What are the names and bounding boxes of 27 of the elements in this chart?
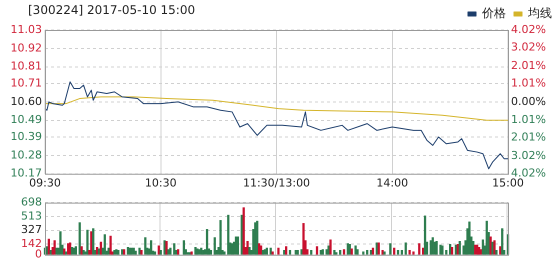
x-tick-label: 10:30 bbox=[144, 176, 177, 190]
y2-tick-label: 3.02% bbox=[511, 148, 546, 162]
y2-tick-label: 1.01% bbox=[511, 112, 546, 126]
legend-label: 均线 bbox=[527, 6, 552, 20]
x-tick-label: 14:00 bbox=[376, 176, 408, 190]
y-tick-label: 10.28 bbox=[10, 148, 42, 162]
x-tick-label: 11:30/13:00 bbox=[242, 176, 310, 190]
y-tick-label: 142 bbox=[21, 237, 42, 250]
y2-tick-label: 2.01% bbox=[511, 130, 546, 144]
y-tick-label: 11.03 bbox=[10, 22, 42, 36]
y-tick-label: 513 bbox=[21, 209, 42, 222]
y2-tick-label: 1.01% bbox=[511, 76, 546, 90]
y-tick-label: 0 bbox=[35, 248, 42, 261]
y-tick-label: 10.71 bbox=[10, 76, 42, 90]
chart-title: [300224] 2017-05-10 15:00 bbox=[28, 3, 196, 17]
y2-tick-label: 0.00% bbox=[511, 94, 546, 108]
y-tick-label: 10.81 bbox=[10, 60, 42, 73]
y-tick-label: 10.49 bbox=[10, 113, 42, 126]
y-tick-label: 10.39 bbox=[10, 130, 42, 143]
y2-tick-label: 4.02% bbox=[511, 22, 546, 36]
y2-tick-label: 3.02% bbox=[511, 40, 546, 54]
y-tick-label: 698 bbox=[21, 195, 42, 208]
y-tick-label: 327 bbox=[21, 223, 42, 236]
y2-tick-label: 2.01% bbox=[511, 58, 546, 72]
y-tick-label: 10.92 bbox=[10, 41, 42, 54]
y-tick-label: 10.60 bbox=[10, 94, 42, 108]
legend-label: 价格 bbox=[481, 6, 506, 20]
